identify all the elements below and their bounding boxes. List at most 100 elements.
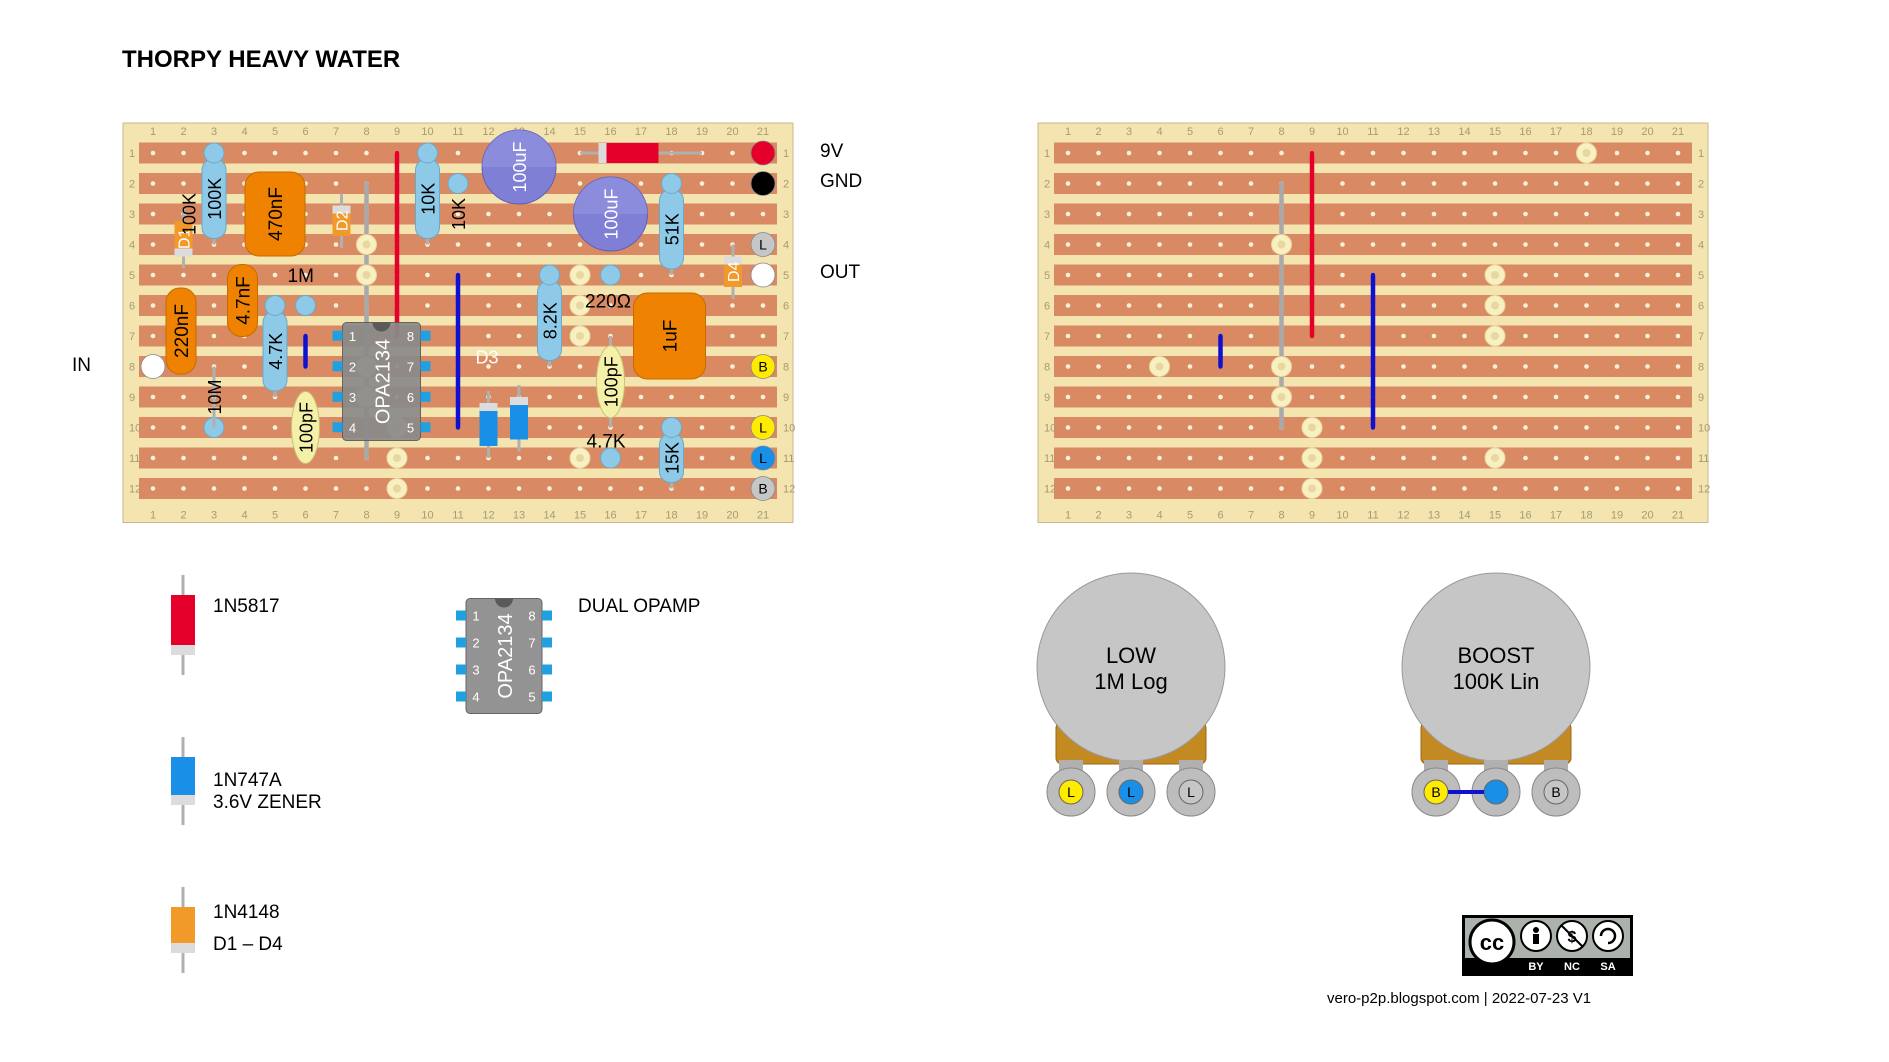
ic-pin — [420, 422, 431, 433]
strip-hole — [699, 394, 705, 400]
ic-pin — [420, 391, 431, 402]
ic-pin-number: 3 — [472, 663, 479, 678]
strip-hole — [699, 272, 705, 278]
strip-hole — [1187, 455, 1193, 461]
diode-d1-band — [174, 248, 193, 257]
strip-hole — [1584, 425, 1589, 430]
strip-hole — [1584, 486, 1589, 491]
strip-hole — [1553, 394, 1559, 400]
strip-hole — [1584, 303, 1589, 308]
strip-hole — [455, 242, 461, 247]
strip-hole — [211, 486, 217, 491]
strip-hole — [1218, 242, 1223, 247]
strip-hole — [333, 303, 339, 308]
strip-hole — [1675, 211, 1681, 217]
strip-hole — [150, 303, 156, 308]
strip-hole — [1614, 150, 1620, 156]
track-cut-center — [1308, 454, 1316, 462]
zener-diode-a-band — [479, 403, 498, 411]
strip-hole — [730, 425, 735, 430]
strip-hole — [1065, 333, 1071, 339]
strip-hole — [1340, 303, 1345, 308]
strip-hole — [1584, 242, 1589, 247]
ic-pin-number: 5 — [407, 420, 414, 435]
strip-hole — [272, 486, 278, 491]
strip-hole — [364, 150, 369, 156]
capacitor-220nf — [165, 287, 197, 375]
diode-d3-label: D3 — [476, 348, 499, 368]
strip-hole — [1584, 181, 1589, 186]
column-label: 2 — [180, 510, 186, 522]
strip-hole — [1218, 150, 1223, 156]
strip-hole — [1614, 425, 1620, 430]
column-label: 13 — [513, 510, 525, 522]
strip-hole — [1401, 425, 1406, 430]
strip-hole — [211, 272, 217, 278]
resistor-10k-b-label: 10K — [449, 198, 469, 230]
diode-d4-band — [724, 256, 742, 265]
capacitor-220nf-label: 220nF — [172, 304, 193, 358]
resistor-220r-end — [600, 264, 621, 286]
strip-hole — [1462, 242, 1467, 247]
strip-hole — [1157, 455, 1162, 461]
strip-hole — [1096, 425, 1101, 430]
ic-pin — [542, 664, 552, 675]
strip-hole — [150, 150, 156, 156]
strip-hole — [638, 242, 644, 247]
resistor-220r-label: 220Ω — [585, 292, 631, 313]
strip-hole — [1401, 486, 1406, 491]
column-label: 10 — [421, 510, 433, 522]
strip-hole — [1126, 333, 1132, 339]
strip-hole — [516, 211, 522, 217]
strip-hole — [1553, 333, 1559, 339]
strip-hole — [1492, 486, 1498, 491]
strip-hole — [486, 486, 491, 491]
strip-hole — [211, 333, 217, 339]
label-out: OUT — [820, 262, 861, 283]
strip-hole — [1462, 303, 1467, 308]
strip-hole — [1675, 486, 1681, 491]
row-label: 9 — [129, 392, 135, 404]
row-label: 9 — [783, 392, 789, 404]
column-label: 8 — [363, 510, 369, 522]
ic-pin-number: 2 — [349, 359, 356, 374]
strip-hole — [1126, 242, 1132, 247]
strip-hole — [486, 211, 491, 217]
strip-hole — [1157, 181, 1162, 186]
strip-hole — [1675, 425, 1681, 430]
legend-signal-name: 1N4148 — [213, 902, 280, 923]
ic-pin — [456, 664, 466, 675]
capacitor-470nf — [244, 171, 306, 257]
pot-boost-lug-dot — [1543, 779, 1569, 805]
strip-hole — [1462, 394, 1467, 400]
strip-hole — [1248, 333, 1254, 339]
strip-hole — [211, 455, 217, 461]
track-cut-center — [1277, 362, 1286, 371]
label-9v: 9V — [820, 141, 844, 162]
pad-low-lug2-letter: L — [759, 450, 767, 466]
strip-hole — [730, 394, 735, 400]
cc-icon-text: cc — [1480, 930, 1504, 955]
strip-hole — [1279, 150, 1284, 156]
strip-hole — [516, 242, 522, 247]
pad-boost-lug1 — [750, 354, 776, 379]
opamp-ic-notch — [372, 322, 391, 332]
column-label: 2 — [180, 126, 186, 138]
strip-hole — [1462, 181, 1467, 186]
strip-hole — [1187, 394, 1193, 400]
resistor-100k-a-label: 100K — [205, 178, 225, 220]
diode-d2-label: D2 — [335, 210, 352, 231]
row-label: 6 — [129, 301, 135, 313]
strip-hole — [699, 211, 705, 217]
strip-hole — [1126, 272, 1132, 278]
ic-pin — [420, 330, 431, 341]
legend-opamp-label: OPA2134 — [495, 613, 517, 698]
row-label: 3 — [1698, 209, 1704, 221]
strip-hole — [1523, 242, 1528, 247]
strip-hole — [516, 364, 522, 369]
strip-hole — [1553, 486, 1559, 491]
strip-hole — [1340, 211, 1345, 217]
strip-hole — [242, 150, 247, 156]
column-label: 3 — [1126, 510, 1132, 522]
